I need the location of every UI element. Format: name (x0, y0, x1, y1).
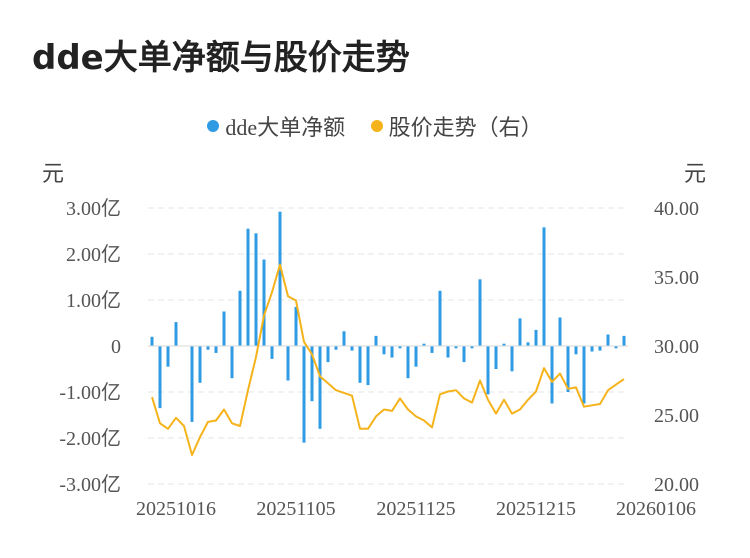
legend-item-price[interactable]: 股价走势（右） (370, 110, 543, 142)
bar (270, 346, 274, 359)
bar (582, 346, 586, 404)
legend-label-price: 股价走势（右） (388, 115, 543, 140)
bar (246, 228, 250, 346)
bar (342, 331, 346, 346)
bar (502, 343, 506, 346)
bar (478, 279, 482, 346)
bar (278, 211, 282, 346)
bar (390, 346, 394, 358)
bar (614, 346, 618, 349)
chart-legend: dde大单净额 股价走势（右） (0, 110, 750, 142)
bar (150, 336, 154, 346)
bar (622, 335, 626, 346)
bar (318, 346, 322, 429)
bar (486, 346, 490, 395)
bar (414, 346, 418, 367)
bar (358, 346, 362, 383)
chart-title: dde大单净额与股价走势 (32, 38, 410, 78)
bar (374, 335, 378, 346)
bar (174, 322, 178, 346)
bar (222, 311, 226, 346)
legend-dot-price (370, 120, 383, 132)
bar (542, 227, 546, 346)
bar (206, 346, 210, 350)
bar (326, 346, 330, 363)
bar (398, 346, 402, 349)
bar (302, 346, 306, 443)
bar (422, 343, 426, 346)
bar (158, 346, 162, 409)
y-left-tick-label: -1.00亿 (59, 381, 121, 404)
y-right-tick-label: 30.00 (654, 336, 699, 358)
x-tick-label: 20251125 (376, 498, 455, 520)
bar (382, 346, 386, 355)
bar (470, 346, 474, 349)
bar (310, 346, 314, 402)
bar (454, 346, 458, 349)
y-left-tick-label: 3.00亿 (66, 197, 121, 220)
bar (366, 346, 370, 386)
bar (334, 346, 338, 350)
y-left-tick-label: -3.00亿 (59, 473, 121, 496)
x-tick-label: 20251016 (136, 498, 216, 520)
bar (462, 346, 466, 363)
bar (254, 233, 258, 346)
bar (558, 317, 562, 346)
bar (574, 346, 578, 355)
x-tick-label: 20251215 (496, 498, 576, 520)
bar (518, 318, 522, 346)
bar (526, 342, 530, 346)
bar (446, 346, 450, 358)
bar (286, 346, 290, 381)
x-tick-label: 20260106 (616, 498, 696, 520)
legend-item-dde[interactable]: dde大单净额 (207, 110, 345, 142)
y-left-tick-label: 0 (111, 336, 121, 358)
bar (230, 346, 234, 379)
y-left-tick-label: 1.00亿 (66, 289, 121, 312)
legend-label-dde: dde大单净额 (225, 115, 346, 140)
bar (350, 346, 354, 351)
bar (494, 346, 498, 369)
bar (406, 346, 410, 379)
bar (590, 346, 594, 352)
bar (214, 346, 218, 353)
x-tick-label: 20251105 (256, 498, 335, 520)
bar (166, 346, 170, 367)
y-left-tick-label: -2.00亿 (59, 427, 121, 450)
price-line (151, 263, 625, 456)
bar (534, 329, 538, 346)
bar (550, 346, 554, 404)
bar (238, 290, 242, 346)
left-axis-unit: 元 (42, 161, 65, 186)
bar (294, 306, 298, 346)
bar (190, 346, 194, 422)
y-left-tick-label: 2.00亿 (66, 243, 121, 266)
bar (510, 346, 514, 372)
y-right-tick-label: 35.00 (654, 267, 699, 289)
y-right-tick-label: 40.00 (654, 198, 699, 220)
bar (438, 290, 442, 346)
bar (606, 334, 610, 346)
bar (566, 346, 570, 392)
legend-dot-dde (207, 120, 220, 132)
bar (598, 346, 602, 351)
right-axis-unit: 元 (684, 161, 707, 186)
y-right-tick-label: 25.00 (654, 405, 699, 427)
bar (262, 259, 266, 346)
bar (430, 346, 434, 353)
y-right-tick-label: 20.00 (654, 474, 699, 496)
bar (198, 346, 202, 383)
